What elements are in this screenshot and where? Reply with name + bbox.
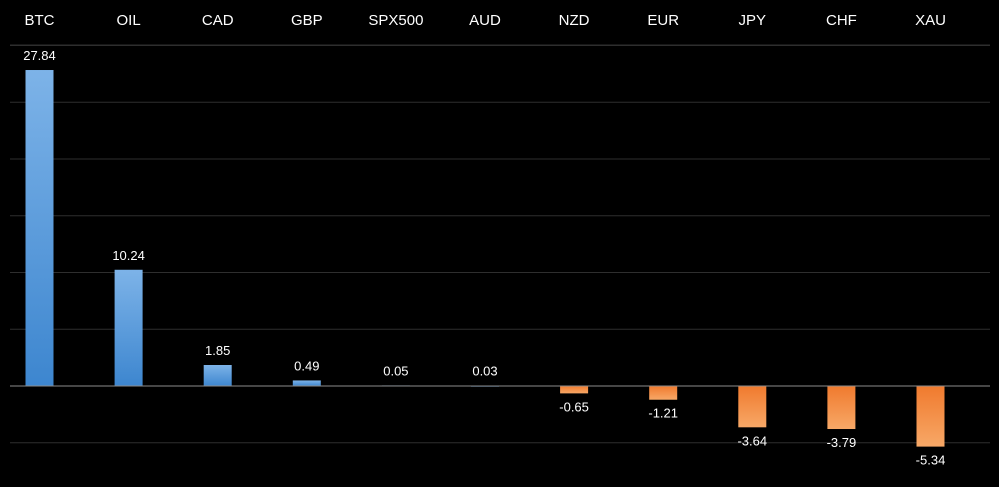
bar-cad	[203, 365, 232, 386]
bars	[25, 70, 945, 447]
value-labels: 27.84 10.24 1.85 0.49 0.05 0.03 -0.65 -1.21 -3.6…	[23, 48, 945, 468]
bar-nzd	[560, 386, 589, 394]
value-label-aud: 0.03	[472, 364, 497, 379]
gridlines	[10, 44, 990, 444]
value-label-xau: -5.34	[916, 453, 946, 468]
category-label-jpy: JPY	[739, 12, 767, 29]
category-label-xau: XAU	[915, 12, 946, 29]
category-label-cad: CAD	[202, 12, 234, 29]
bar-eur	[649, 386, 678, 400]
bar-xau	[916, 386, 945, 447]
value-label-jpy: -3.64	[737, 433, 767, 448]
category-label-btc: BTC	[25, 12, 55, 29]
category-label-gbp: GBP	[291, 12, 323, 29]
category-label-aud: AUD	[469, 12, 501, 29]
category-label-chf: CHF	[826, 12, 857, 29]
bar-chf	[827, 386, 856, 430]
value-label-oil: 10.24	[112, 248, 145, 263]
category-label-oil: OIL	[117, 12, 141, 29]
bar-btc	[25, 70, 54, 387]
category-label-eur: EUR	[647, 12, 679, 29]
value-label-eur: -1.21	[648, 406, 678, 421]
category-labels: BTC OIL CAD GBP SPX500 AUD NZD EUR JPY CHF XAU	[25, 12, 946, 29]
value-label-gbp: 0.49	[294, 358, 319, 373]
category-label-nzd: NZD	[559, 12, 590, 29]
value-label-btc: 27.84	[23, 48, 56, 63]
value-label-chf: -3.79	[827, 435, 857, 450]
value-label-spx500: 0.05	[383, 363, 408, 378]
category-label-spx500: SPX500	[368, 12, 423, 29]
bar-oil	[114, 269, 143, 386]
value-label-nzd: -0.65	[559, 399, 589, 414]
bar-jpy	[738, 386, 767, 428]
bar-gbp	[292, 380, 321, 386]
value-label-cad: 1.85	[205, 343, 230, 358]
